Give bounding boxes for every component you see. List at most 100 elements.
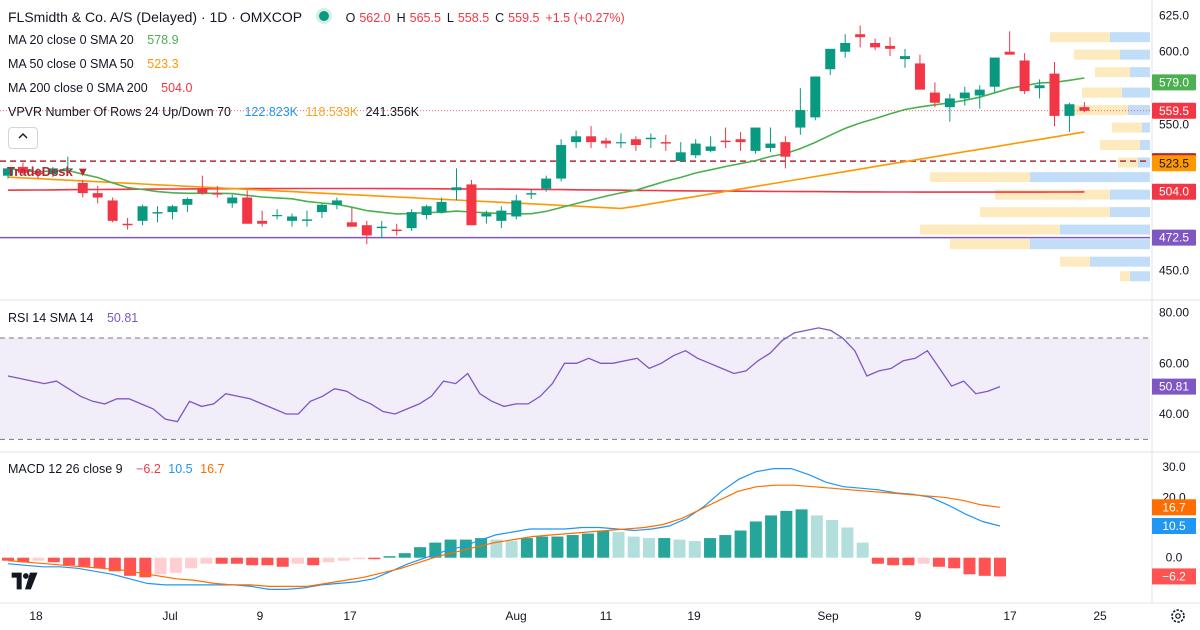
macd-histogram-bar: [734, 530, 747, 558]
candle-body: [989, 57, 1000, 87]
vpvr-down-bar: [1122, 87, 1150, 98]
candle-body: [451, 187, 462, 191]
change-value: +1.5 (+0.27%): [545, 11, 625, 25]
macd-signal-line: [7, 484, 1001, 588]
price-axis-label: 550.0: [1159, 118, 1189, 132]
vpvr-down-value: 118.533K: [305, 105, 359, 119]
candle-body: [182, 198, 193, 205]
time-axis-label: 17: [343, 609, 357, 623]
candle-body: [885, 45, 896, 49]
price-tag: 579.0: [1159, 75, 1189, 89]
candle-body: [107, 200, 118, 221]
vpvr-down-bar: [1140, 140, 1150, 151]
macd-histogram-bar: [597, 530, 610, 558]
macd-histogram-bar: [948, 557, 961, 569]
candle-body: [77, 182, 88, 194]
vpvr-up-bar: [1095, 67, 1130, 78]
vpvr-label: VPVR Number Of Rows 24 Up/Down 70: [8, 105, 232, 119]
chevron-up-icon: [18, 133, 28, 139]
ma200-label: MA 200 close 0 SMA 200: [8, 81, 148, 95]
time-axis-label: Aug: [505, 609, 526, 623]
macd-histogram-bar: [307, 557, 320, 566]
candle-body: [17, 166, 28, 173]
rsi-value: 50.81: [106, 311, 139, 325]
collapse-legend-button[interactable]: [8, 127, 38, 149]
macd-histogram-bar: [841, 527, 854, 558]
ma200-legend[interactable]: MA 200 close 0 SMA 200 504.0: [8, 80, 196, 96]
macd-histogram-bar: [368, 557, 381, 560]
macd-histogram-bar: [566, 535, 579, 558]
macd-histogram-bar: [215, 557, 228, 564]
macd-histogram-bar: [246, 557, 259, 566]
open-value: 562.0: [359, 11, 391, 25]
macd-histogram-bar: [994, 557, 1006, 577]
macd-histogram-bar: [719, 535, 732, 558]
macd-histogram-bar: [765, 515, 778, 558]
macd-histogram-bar: [780, 510, 793, 558]
candle-body: [1034, 85, 1045, 89]
time-axis-label: 25: [1093, 609, 1107, 623]
vpvr-up-bar: [1112, 122, 1142, 133]
macd-histogram-bar: [612, 532, 625, 558]
ma50-line: [7, 131, 1085, 210]
tradedesk-annotation[interactable]: TradeDesk ▼: [7, 164, 90, 179]
rsi-axis-label: 40.00: [1159, 407, 1189, 421]
macd-histogram-bar: [353, 557, 366, 560]
candle-body: [3, 168, 13, 176]
vpvr-legend[interactable]: VPVR Number Of Rows 24 Up/Down 70 122.82…: [8, 104, 423, 120]
ma50-label: MA 50 close 0 SMA 50: [8, 57, 134, 71]
macd-histogram-bar: [93, 557, 106, 569]
macd-histogram-bar: [291, 557, 304, 564]
macd-tag-bg: [1152, 517, 1196, 534]
close-label: C: [495, 11, 505, 25]
vpvr-up-bar: [1100, 140, 1140, 151]
vpvr-up-bar: [1073, 105, 1128, 116]
candle-body: [376, 226, 387, 229]
candle-body: [840, 42, 851, 52]
candle-body: [705, 146, 716, 151]
symbol-title[interactable]: FLSmidth & Co. A/S (Delayed) · 1D · OMXC…: [8, 9, 303, 25]
candle-body: [197, 188, 208, 194]
macd-histogram-bar: [902, 557, 915, 566]
price-tag-bg: [1152, 155, 1196, 172]
high-label: H: [396, 11, 406, 25]
candle-body: [870, 42, 881, 48]
macd-histogram-bar: [673, 539, 686, 558]
rsi-tag-bg: [1152, 378, 1196, 395]
candle-body: [421, 206, 432, 216]
candle-body: [630, 139, 641, 146]
candle-body: [615, 142, 626, 144]
vpvr-down-bar: [1030, 172, 1150, 183]
macd-histogram-bar: [398, 553, 411, 558]
macd-histogram-bar: [47, 557, 60, 563]
candle-body: [272, 215, 283, 217]
macd-histogram-bar: [200, 557, 213, 564]
rsi-tag: 50.81: [1159, 380, 1189, 394]
vpvr-down-bar: [1030, 239, 1150, 250]
ma50-legend[interactable]: MA 50 close 0 SMA 50 523.3: [8, 56, 183, 72]
candle-body: [302, 219, 312, 221]
open-label: O: [345, 11, 356, 25]
macd-histogram-bar: [505, 541, 518, 558]
macd-histogram-bar: [749, 521, 762, 558]
macd-tag-bg: [1152, 568, 1196, 585]
macd-legend[interactable]: MACD 12 26 close 9 −6.2 10.5 16.7: [8, 461, 228, 477]
ma20-legend[interactable]: MA 20 close 0 SMA 20 578.9: [8, 32, 183, 48]
rsi-legend[interactable]: RSI 14 SMA 14 50.81: [8, 310, 142, 326]
vpvr-down-bar: [1128, 105, 1150, 116]
macd-axis-label: 0.0: [1166, 551, 1183, 565]
macd-histogram-bar: [276, 557, 289, 567]
gear-icon[interactable]: [1171, 609, 1185, 623]
macd-histogram-bar: [932, 557, 945, 567]
candle-body: [47, 168, 58, 175]
vpvr-down-bar: [1130, 271, 1150, 282]
macd-histogram-bar: [887, 557, 900, 566]
price-tag: 523.5: [1159, 156, 1189, 170]
candle-body: [571, 136, 582, 143]
candle-body: [287, 216, 298, 221]
price-tag-bg: [1152, 229, 1196, 246]
ma20-label: MA 20 close 0 SMA 20: [8, 33, 134, 47]
vpvr-up-bar: [1082, 87, 1122, 98]
tradingview-logo-icon[interactable]: [10, 568, 40, 594]
